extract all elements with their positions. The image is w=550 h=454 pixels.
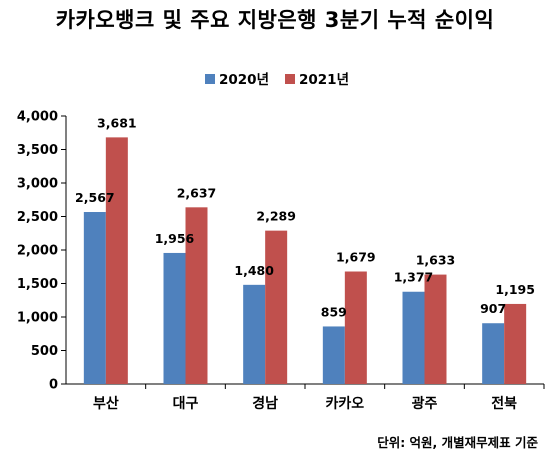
data-label: 2,567 [75,190,115,205]
data-label: 2,637 [177,185,217,200]
category-label: 광주 [412,395,438,412]
y-tick-label: 500 [31,344,58,359]
bar-2021년 [504,303,527,384]
y-tick-label: 1,000 [17,311,58,326]
category-label: 대구 [173,396,199,412]
data-label: 1,195 [495,282,535,297]
bar-2021년 [265,230,288,384]
data-label: 1,377 [394,270,434,285]
y-tick-label: 3,000 [17,177,58,192]
data-label: 2,289 [256,209,296,224]
legend-label: 2021년 [299,72,349,88]
category-label: 부산 [93,395,119,412]
chart-bars [83,137,527,384]
bar-2020년 [83,212,106,384]
data-label: 907 [480,301,506,316]
category-label: 전북 [491,395,517,412]
category-label: 카카오 [326,396,365,412]
bar-2020년 [163,252,186,384]
bar-2020년 [322,326,345,384]
bar-2021년 [344,271,367,384]
y-tick-label: 3,500 [17,143,58,158]
data-label: 3,681 [97,115,137,130]
bar-2020년 [402,291,425,384]
chart-labels: 2,567 3,681 1,956 2,637 1,480 2,289 859 1,679 1,… [75,115,535,319]
y-tick-label: 4,000 [17,110,58,125]
legend-swatch [285,74,295,84]
legend-label: 2020년 [219,72,269,88]
y-tick-label: 2,500 [17,210,58,225]
data-label: 1,633 [416,253,456,268]
data-label: 1,679 [336,250,376,265]
bar-2020년 [243,284,266,384]
data-label: 1,480 [234,263,274,278]
chart-title: 카카오뱅크 및 주요 지방은행 3분기 누적 순이익 [55,8,495,32]
y-tick-label: 0 [49,378,58,393]
chart-axes: 0 500 1,000 1,500 2,000 2,500 3,000 3,500 4,000 부… [17,110,545,412]
y-tick-label: 1,500 [17,277,58,292]
bar-2021년 [424,274,447,384]
data-label: 859 [321,304,347,319]
bar-2021년 [185,207,208,384]
data-label: 1,956 [155,231,195,246]
bar-2021년 [105,137,128,384]
legend-swatch [205,74,215,84]
category-label: 경남 [252,395,278,412]
y-tick-label: 2,000 [17,244,58,259]
bar-2020년 [482,323,505,384]
chart-legend: 2020년 2021년 [205,72,349,88]
unit-source-note: 단위: 억원, 개별재무제표 기준 [377,435,538,450]
